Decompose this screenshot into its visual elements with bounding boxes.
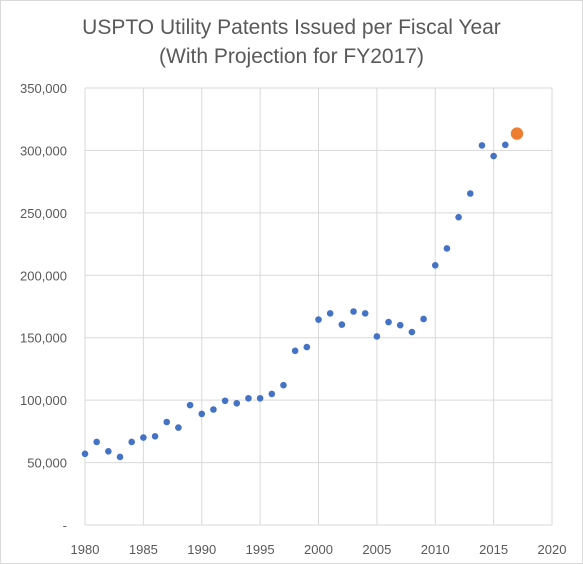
data-point [269, 391, 276, 398]
y-axis-tick-labels: - 50,000 100,000 150,000 200,000 250,000 300,0… [20, 81, 67, 533]
data-point [117, 454, 124, 461]
data-point [327, 310, 334, 317]
x-tick-label: 1985 [129, 542, 158, 557]
data-point [93, 439, 100, 446]
data-point [490, 153, 497, 160]
y-tick-label: 150,000 [20, 331, 67, 346]
y-tick-label: 350,000 [20, 81, 67, 96]
x-tick-label: 1995 [246, 542, 275, 557]
data-point [385, 319, 392, 326]
gridlines [85, 88, 552, 525]
x-tick-label: 2005 [362, 542, 391, 557]
data-point [128, 439, 135, 446]
data-point [105, 448, 112, 455]
data-point [280, 382, 287, 389]
projection-point [511, 127, 523, 139]
data-point [292, 348, 299, 355]
y-tick-label: 250,000 [20, 206, 67, 221]
data-point [432, 262, 439, 269]
y-tick-label: 50,000 [27, 456, 67, 471]
data-point [175, 424, 182, 431]
data-point [444, 245, 451, 252]
x-tick-label: 2020 [538, 542, 567, 557]
data-point [350, 308, 357, 315]
y-tick-label: 100,000 [20, 393, 67, 408]
data-point [140, 434, 147, 441]
data-point [479, 142, 486, 149]
x-tick-label: 2000 [304, 542, 333, 557]
data-point [397, 322, 404, 329]
data-point [374, 333, 381, 340]
data-point [420, 316, 427, 323]
x-axis-tick-labels: 1980 1985 1990 1995 2000 2005 2010 2015 2020 [71, 542, 567, 557]
data-point [187, 402, 194, 409]
data-point [455, 214, 462, 221]
data-point [304, 344, 311, 351]
data-point [467, 190, 474, 197]
data-point [233, 400, 240, 407]
data-point [315, 316, 322, 323]
data-point [362, 310, 369, 317]
data-point [502, 142, 509, 149]
data-point [222, 397, 229, 404]
data-points [82, 127, 523, 460]
y-tick-label: 300,000 [20, 143, 67, 158]
y-tick-label: - [63, 518, 67, 533]
data-point [163, 419, 170, 426]
x-tick-label: 2010 [421, 542, 450, 557]
data-point [152, 433, 159, 440]
data-point [198, 411, 205, 418]
data-point [409, 329, 416, 336]
data-point [339, 321, 346, 328]
data-point [82, 451, 89, 458]
x-tick-label: 1990 [187, 542, 216, 557]
y-tick-label: 200,000 [20, 268, 67, 283]
x-tick-label: 2015 [479, 542, 508, 557]
data-point [257, 395, 264, 402]
data-point [245, 395, 252, 402]
data-point [210, 406, 217, 413]
x-tick-label: 1980 [71, 542, 100, 557]
